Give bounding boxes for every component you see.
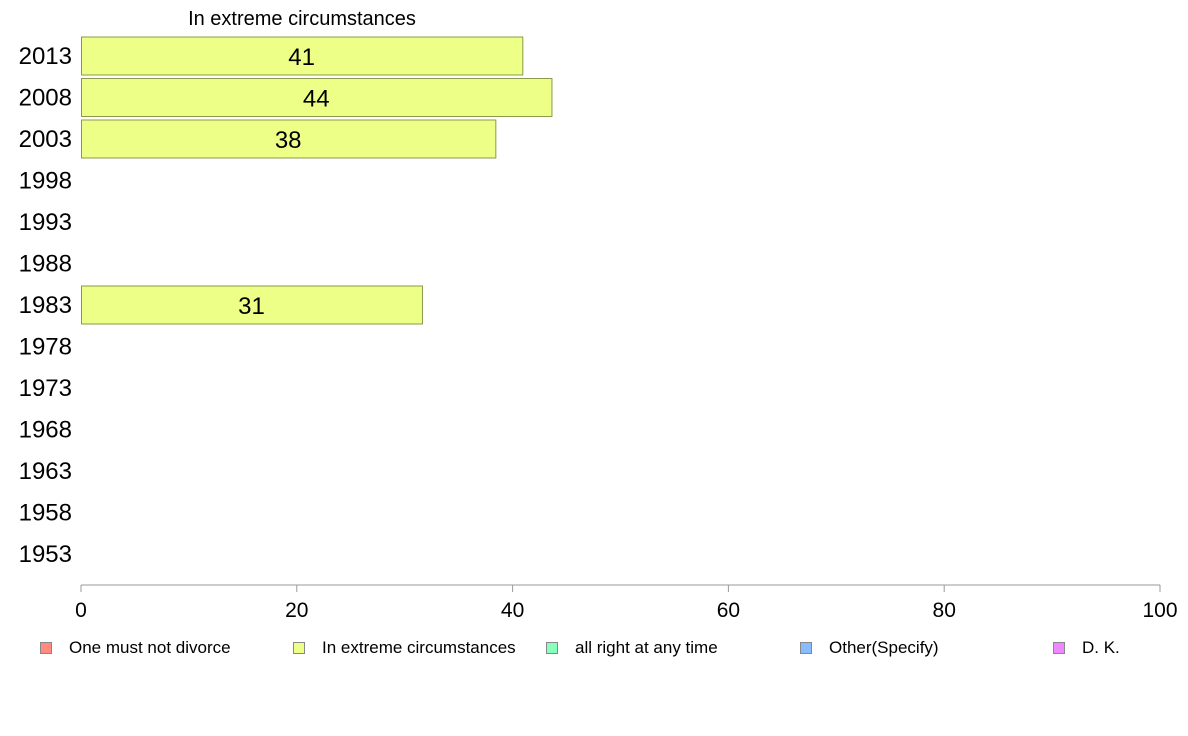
bar-1983 [81,285,423,325]
category-label-1998: 1998 [19,168,72,195]
legend-label: One must not divorce [69,638,231,657]
category-label-2008: 2008 [19,85,72,112]
legend-swatch [800,642,812,654]
category-label-1968: 1968 [19,417,72,444]
legend-swatch [1053,642,1065,654]
x-tick-label-60: 60 [717,599,740,622]
category-label-2013: 2013 [19,43,72,70]
category-label-1983: 1983 [19,292,72,319]
category-label-1963: 1963 [19,458,72,485]
data-label-1983: 31 [238,293,265,320]
x-tick-label-20: 20 [285,599,308,622]
bar-2003 [81,119,497,159]
legend-item-3: all right at any time [546,638,718,658]
legend-label: all right at any time [575,638,718,657]
legend-label: D. K. [1082,638,1120,657]
legend-swatch [546,642,558,654]
x-tick-label-40: 40 [501,599,524,622]
category-label-2003: 2003 [19,126,72,153]
data-label-2013: 41 [288,44,315,71]
bar-2013 [81,36,524,76]
legend-item-4: Other(Specify) [800,638,939,658]
legend-item-5: D. K. [1053,638,1120,658]
legend-swatch [40,642,52,654]
legend-item-1: One must not divorce [40,638,231,658]
x-tick-label-100: 100 [1142,599,1177,622]
x-tick-label-80: 80 [933,599,956,622]
category-label-1953: 1953 [19,541,72,568]
x-axis: 0 20 40 60 80 100 [75,584,1178,622]
legend-label: Other(Specify) [829,638,939,657]
legend-item-2: In extreme circumstances [293,638,516,658]
bar-2008 [81,78,553,117]
data-label-2003: 38 [275,127,302,154]
category-label-1958: 1958 [19,500,72,527]
legend-swatch [293,642,305,654]
category-labels: 2013 2008 2003 1998 1993 1988 1983 1978 1973 1968… [19,43,72,568]
category-label-1973: 1973 [19,375,72,402]
category-label-1978: 1978 [19,334,72,361]
category-label-1993: 1993 [19,209,72,236]
chart-title: In extreme circumstances [188,8,416,30]
data-label-2008: 44 [303,86,330,113]
category-label-1988: 1988 [19,251,72,278]
x-tick-label-0: 0 [75,599,87,622]
legend: One must not divorce In extreme circumsta… [0,638,1188,662]
legend-label: In extreme circumstances [322,638,516,657]
